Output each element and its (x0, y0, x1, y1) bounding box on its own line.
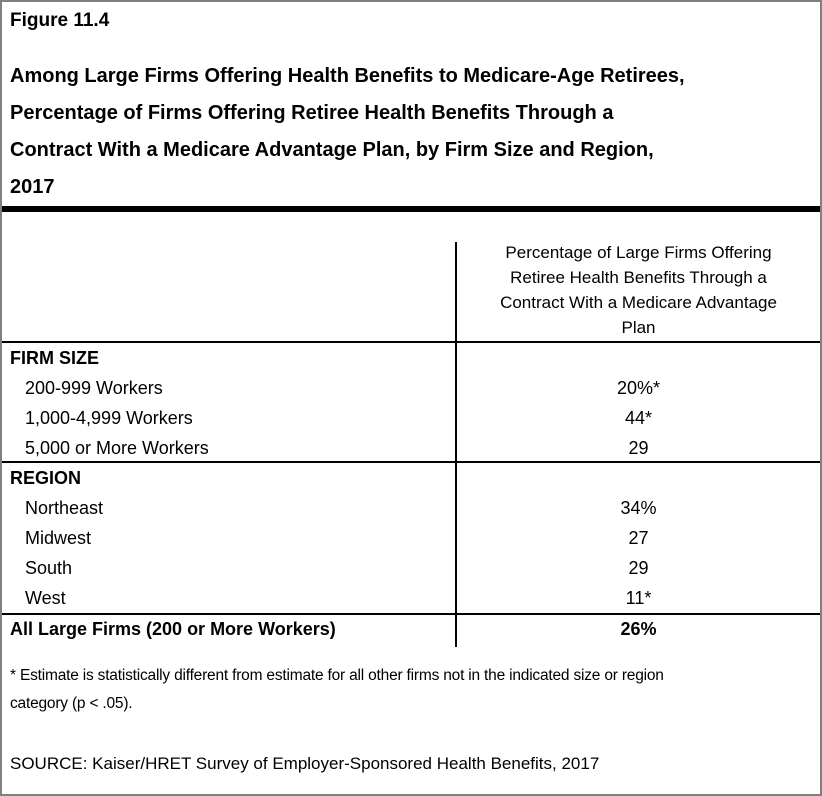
row-label: Northeast (25, 497, 104, 518)
title-divider-rule (2, 206, 820, 212)
figure-title: Among Large Firms Offering Health Benefi… (10, 65, 685, 198)
table-vertical-divider (455, 242, 457, 647)
statistical-footnote: * Estimate is statistically different fr… (10, 667, 664, 712)
total-row-divider (2, 613, 820, 615)
benefits-table: FIRM SIZE 200-999 Workers 20%* 1,000-4,9… (2, 343, 820, 646)
row-label: 1,000-4,999 Workers (25, 407, 193, 428)
figure-number-label: Figure 11.4 (10, 10, 110, 31)
row-label: South (25, 557, 73, 578)
table-row-firm-size-header: FIRM SIZE (2, 343, 820, 373)
source-line: SOURCE: Kaiser/HRET Survey of Employer-S… (10, 754, 600, 773)
row-value: 26% (620, 619, 657, 639)
row-value: 27 (628, 527, 649, 548)
table-row-all-large-firms: All Large Firms (200 or More Workers) 26… (2, 613, 820, 646)
row-label: 5,000 or More Workers (25, 437, 209, 458)
value-column-header: Percentage of Large Firms Offering Retir… (500, 243, 777, 337)
table-row-south: South 29 (2, 553, 820, 583)
table-row-1000-4999-workers: 1,000-4,999 Workers 44* (2, 403, 820, 433)
row-label: Midwest (25, 527, 92, 548)
region-section-divider (2, 461, 820, 463)
firm-size-section-divider (2, 341, 820, 343)
table-row-west: West 11* (2, 583, 820, 613)
table-row-northeast: Northeast 34% (2, 493, 820, 523)
table-row-5000-or-more-workers: 5,000 or More Workers 29 (2, 433, 820, 463)
row-label: West (25, 587, 66, 608)
row-value: 11* (625, 587, 652, 608)
row-label: REGION (10, 467, 82, 488)
row-value: 34% (620, 497, 657, 518)
row-label: All Large Firms (200 or More Workers) (10, 619, 336, 639)
row-label: 200-999 Workers (25, 377, 163, 398)
row-label: FIRM SIZE (10, 347, 99, 368)
table-row-midwest: Midwest 27 (2, 523, 820, 553)
row-value: 29 (628, 557, 649, 578)
row-value: 44* (624, 407, 653, 428)
table-row-200-999-workers: 200-999 Workers 20%* (2, 373, 820, 403)
table-row-region-header: REGION (2, 463, 820, 493)
row-value: 20%* (616, 377, 661, 398)
row-value: 29 (628, 437, 649, 458)
